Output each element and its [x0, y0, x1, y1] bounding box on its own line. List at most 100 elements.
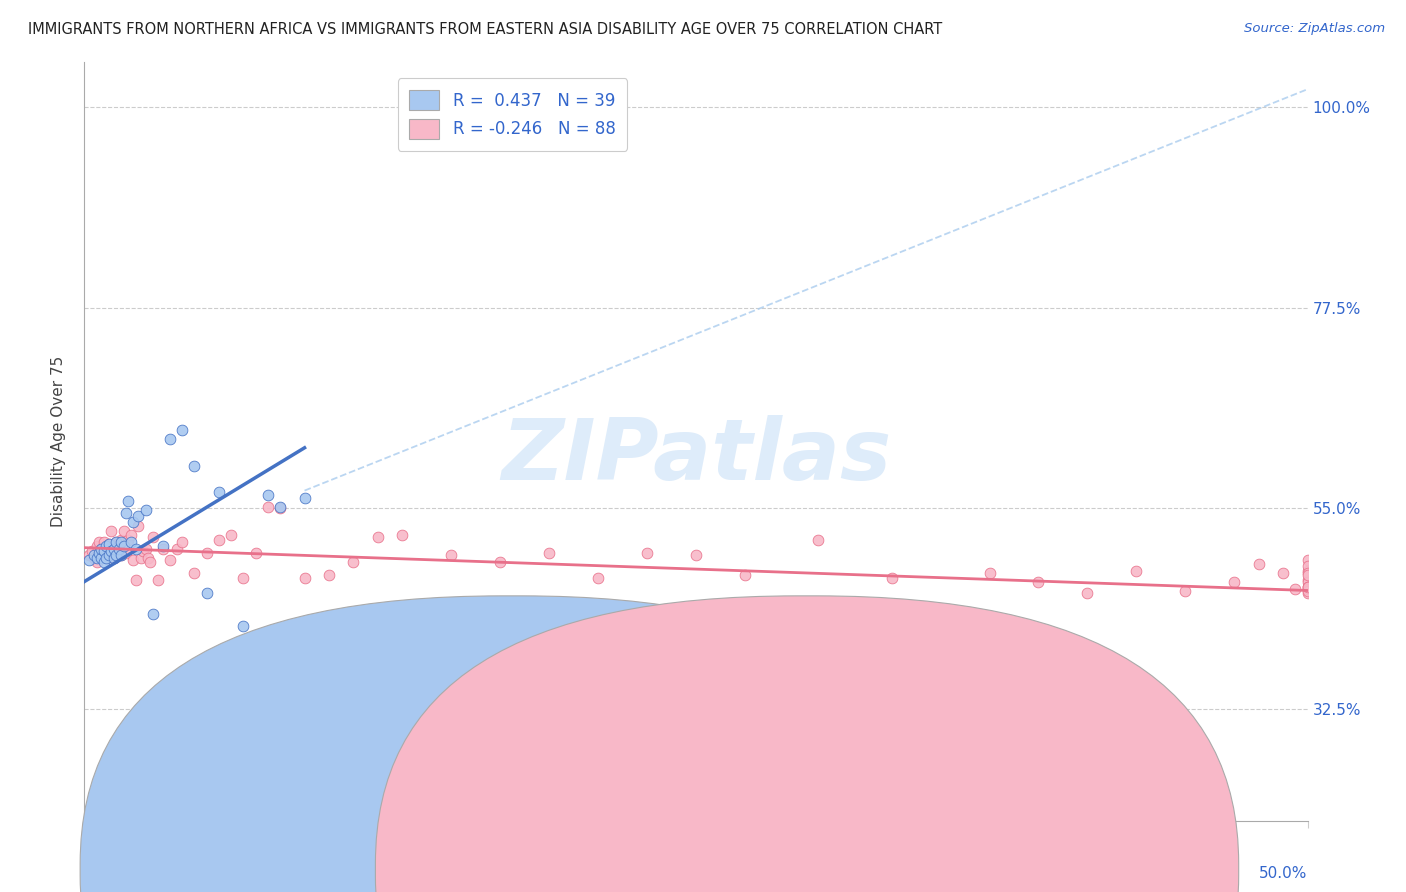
Point: [880, 571, 903, 585]
Point: [1296, 559, 1319, 574]
Point: [117, 494, 139, 508]
Point: [636, 546, 658, 560]
Point: [183, 458, 205, 473]
Point: [110, 533, 132, 547]
Point: [97, 537, 120, 551]
Text: Immigrants from Eastern Asia: Immigrants from Eastern Asia: [801, 863, 1043, 877]
Point: [96, 541, 118, 556]
Point: [97, 537, 120, 551]
Point: [318, 568, 340, 582]
Point: [172, 535, 194, 549]
Point: [1125, 564, 1147, 578]
Point: [120, 528, 142, 542]
Point: [257, 500, 280, 514]
Point: [120, 535, 142, 549]
Point: [122, 515, 145, 529]
Point: [1296, 583, 1319, 598]
Point: [125, 541, 148, 556]
Text: 0.0%: 0.0%: [84, 866, 124, 881]
Text: Immigrants from Northern Africa: Immigrants from Northern Africa: [506, 863, 769, 877]
Point: [96, 550, 118, 565]
Point: [1296, 573, 1319, 587]
Point: [103, 550, 125, 565]
Point: [115, 546, 138, 560]
Point: [257, 488, 280, 502]
Point: [1296, 582, 1319, 596]
Point: [489, 555, 512, 569]
Point: [97, 548, 120, 562]
Point: [367, 530, 389, 544]
Point: [83, 548, 105, 562]
Point: [125, 573, 148, 587]
Point: [97, 548, 120, 562]
Point: [208, 485, 231, 500]
Point: [685, 548, 707, 562]
Point: [172, 423, 194, 437]
Point: [87, 546, 110, 560]
Point: [1198, 749, 1220, 764]
Point: [122, 553, 145, 567]
Point: [1296, 574, 1319, 589]
Point: [127, 519, 149, 533]
Point: [107, 541, 129, 556]
Point: [1296, 564, 1319, 578]
Point: [80, 544, 103, 558]
Text: ZIPatlas: ZIPatlas: [501, 415, 891, 499]
Point: [929, 693, 952, 707]
Point: [105, 535, 128, 549]
Point: [105, 541, 128, 556]
Point: [1247, 557, 1270, 571]
Point: [117, 533, 139, 547]
Point: [103, 550, 125, 565]
Point: [142, 530, 165, 544]
Point: [1296, 566, 1319, 580]
Point: [100, 541, 122, 556]
Point: [103, 541, 125, 556]
Point: [110, 548, 132, 562]
Point: [112, 524, 135, 538]
Point: [734, 568, 756, 582]
Point: [90, 541, 112, 556]
Point: [232, 619, 254, 633]
Point: [132, 544, 155, 558]
Point: [93, 544, 115, 558]
Point: [87, 535, 110, 549]
Point: [115, 506, 138, 520]
Text: IMMIGRANTS FROM NORTHERN AFRICA VS IMMIGRANTS FROM EASTERN ASIA DISABILITY AGE O: IMMIGRANTS FROM NORTHERN AFRICA VS IMMIG…: [28, 22, 942, 37]
Point: [219, 528, 242, 542]
Point: [135, 503, 157, 517]
Point: [107, 535, 129, 549]
Point: [979, 566, 1001, 580]
Point: [103, 544, 125, 558]
Point: [135, 541, 157, 556]
Point: [1223, 574, 1246, 589]
Point: [110, 548, 132, 562]
Point: [96, 539, 118, 553]
Point: [86, 550, 108, 565]
Point: [1272, 566, 1295, 580]
Point: [105, 548, 128, 562]
Point: [93, 535, 115, 549]
Point: [93, 555, 115, 569]
Point: [90, 548, 112, 562]
Point: [90, 541, 112, 556]
Point: [538, 546, 561, 560]
Point: [77, 553, 100, 567]
Point: [1076, 586, 1098, 600]
Point: [152, 541, 174, 556]
Point: [245, 546, 267, 560]
Point: [87, 546, 110, 560]
Point: [1296, 580, 1319, 594]
Point: [83, 550, 105, 565]
Point: [294, 571, 316, 585]
Text: 50.0%: 50.0%: [1260, 866, 1308, 881]
Point: [159, 432, 181, 446]
Point: [232, 571, 254, 585]
Point: [86, 539, 108, 553]
Point: [93, 546, 115, 560]
Point: [342, 555, 364, 569]
Point: [183, 566, 205, 580]
Point: [112, 539, 135, 553]
Point: [195, 546, 218, 560]
Point: [159, 553, 181, 567]
